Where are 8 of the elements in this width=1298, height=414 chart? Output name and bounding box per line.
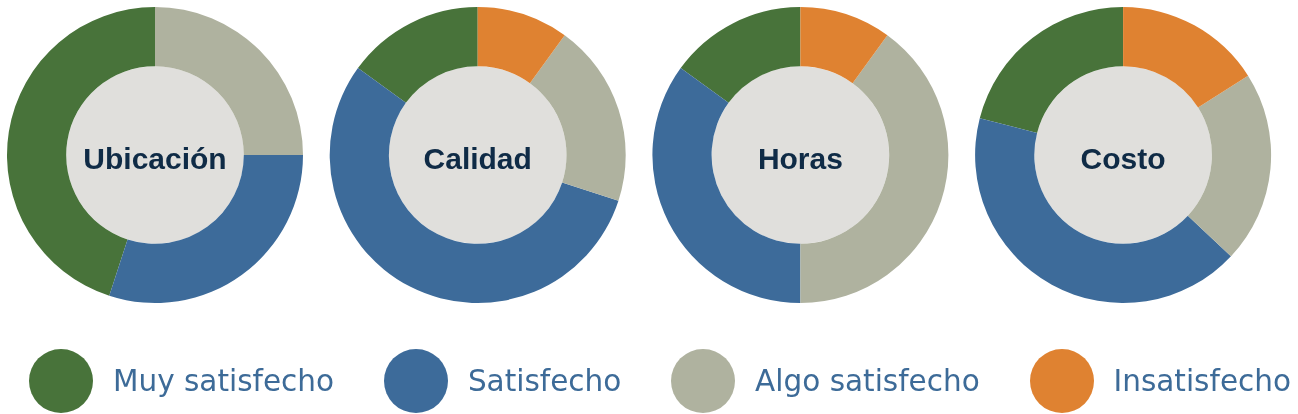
slice-label: Horas [757, 141, 843, 175]
legend-label: Muy satisfecho [113, 364, 335, 398]
legend-label: Satisfecho [467, 364, 622, 398]
slice-label: Calidad [423, 141, 532, 175]
slice-label: Costo [1080, 141, 1166, 175]
legend-label: Algo satisfecho [755, 364, 980, 398]
slice-label: Ubicación [83, 141, 227, 175]
legend-label: Insatisfecho [1113, 364, 1291, 398]
